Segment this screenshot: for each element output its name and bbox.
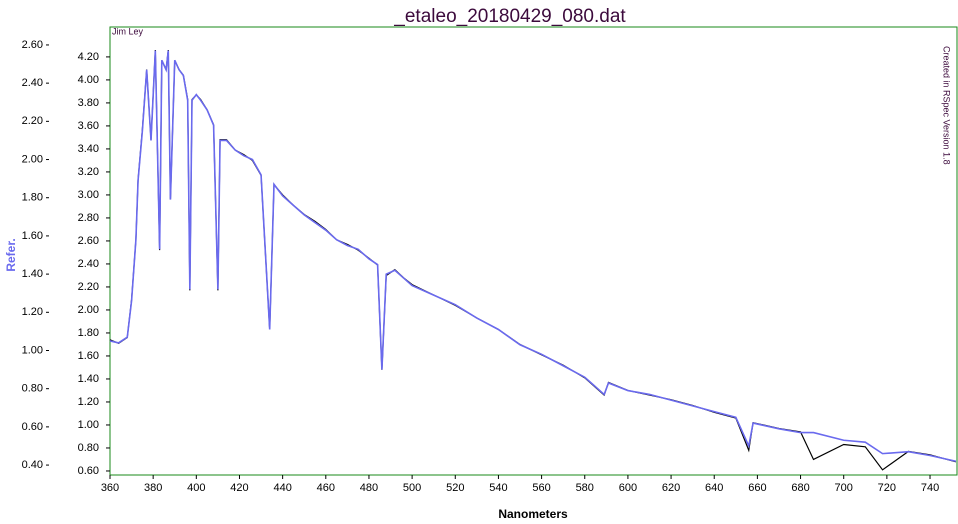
y2-tick-label: 2.40 bbox=[22, 77, 43, 89]
y2-tick-label: 1.60 bbox=[22, 230, 43, 242]
y-tick-label: 3.00 bbox=[78, 189, 99, 201]
x-tick-label: 620 bbox=[662, 482, 680, 494]
x-tick-label: 480 bbox=[360, 482, 378, 494]
x-axis-label: Nanometers bbox=[498, 507, 568, 521]
y-tick-label: 1.00 bbox=[78, 419, 99, 431]
y2-tick-label: 0.80 bbox=[22, 383, 43, 395]
x-tick-label: 700 bbox=[835, 482, 853, 494]
y2-tick-label: 1.40 bbox=[22, 268, 43, 280]
x-tick-label: 600 bbox=[619, 482, 637, 494]
y-tick-label: 3.40 bbox=[78, 143, 99, 155]
y-tick-label: 1.20 bbox=[78, 396, 99, 408]
chart-title: _etaleo_20180429_080.dat bbox=[393, 6, 626, 27]
y-tick-label: 2.00 bbox=[78, 304, 99, 316]
x-tick-label: 540 bbox=[489, 482, 507, 494]
y-tick-label: 4.20 bbox=[78, 51, 99, 63]
y-tick-label: 3.20 bbox=[78, 166, 99, 178]
y-tick-label: 1.60 bbox=[78, 350, 99, 362]
y2-tick-label: 2.00 bbox=[22, 153, 43, 165]
y-tick-label: 4.00 bbox=[78, 74, 99, 86]
y-tick-label: 3.60 bbox=[78, 120, 99, 132]
y-tick-label: 2.40 bbox=[78, 258, 99, 270]
x-tick-label: 660 bbox=[748, 482, 766, 494]
x-tick-label: 440 bbox=[273, 482, 291, 494]
x-tick-label: 520 bbox=[446, 482, 464, 494]
y2-tick-label: 1.20 bbox=[22, 306, 43, 318]
x-tick-label: 360 bbox=[101, 482, 119, 494]
author-note: Jim Ley bbox=[112, 26, 144, 36]
x-tick-label: 560 bbox=[532, 482, 550, 494]
y-tick-label: 1.80 bbox=[78, 327, 99, 339]
y-axis-label: Refer. bbox=[4, 238, 18, 271]
y-tick-label: 3.80 bbox=[78, 97, 99, 109]
y2-tick-label: 0.60 bbox=[22, 421, 43, 433]
x-tick-label: 420 bbox=[230, 482, 248, 494]
x-tick-label: 640 bbox=[705, 482, 723, 494]
plot-frame bbox=[109, 26, 958, 476]
x-tick-label: 720 bbox=[878, 482, 896, 494]
x-tick-label: 460 bbox=[317, 482, 335, 494]
y-tick-label: 0.80 bbox=[78, 442, 99, 454]
y-tick-label: 2.60 bbox=[78, 235, 99, 247]
spectrum-line bbox=[109, 49, 957, 471]
x-tick-label: 400 bbox=[187, 482, 205, 494]
y2-tick-label: 1.80 bbox=[22, 192, 43, 204]
y-tick-label: 1.40 bbox=[78, 373, 99, 385]
y2-tick-label: 1.00 bbox=[22, 344, 43, 356]
y-tick-label: 2.20 bbox=[78, 281, 99, 293]
y2-tick-label: 2.60 bbox=[22, 39, 43, 51]
x-tick-label: 380 bbox=[144, 482, 162, 494]
y-tick-label: 2.80 bbox=[78, 212, 99, 224]
x-tick-label: 680 bbox=[791, 482, 809, 494]
x-tick-label: 500 bbox=[403, 482, 421, 494]
y2-tick-label: 0.40 bbox=[22, 459, 43, 471]
software-note: Created in RSpec Version 1.8 bbox=[942, 46, 952, 165]
y-tick-label: 0.60 bbox=[78, 465, 99, 477]
x-tick-label: 740 bbox=[921, 482, 939, 494]
y2-tick-label: 2.20 bbox=[22, 115, 43, 127]
spectrum-line bbox=[109, 50, 957, 463]
x-tick-label: 580 bbox=[576, 482, 594, 494]
